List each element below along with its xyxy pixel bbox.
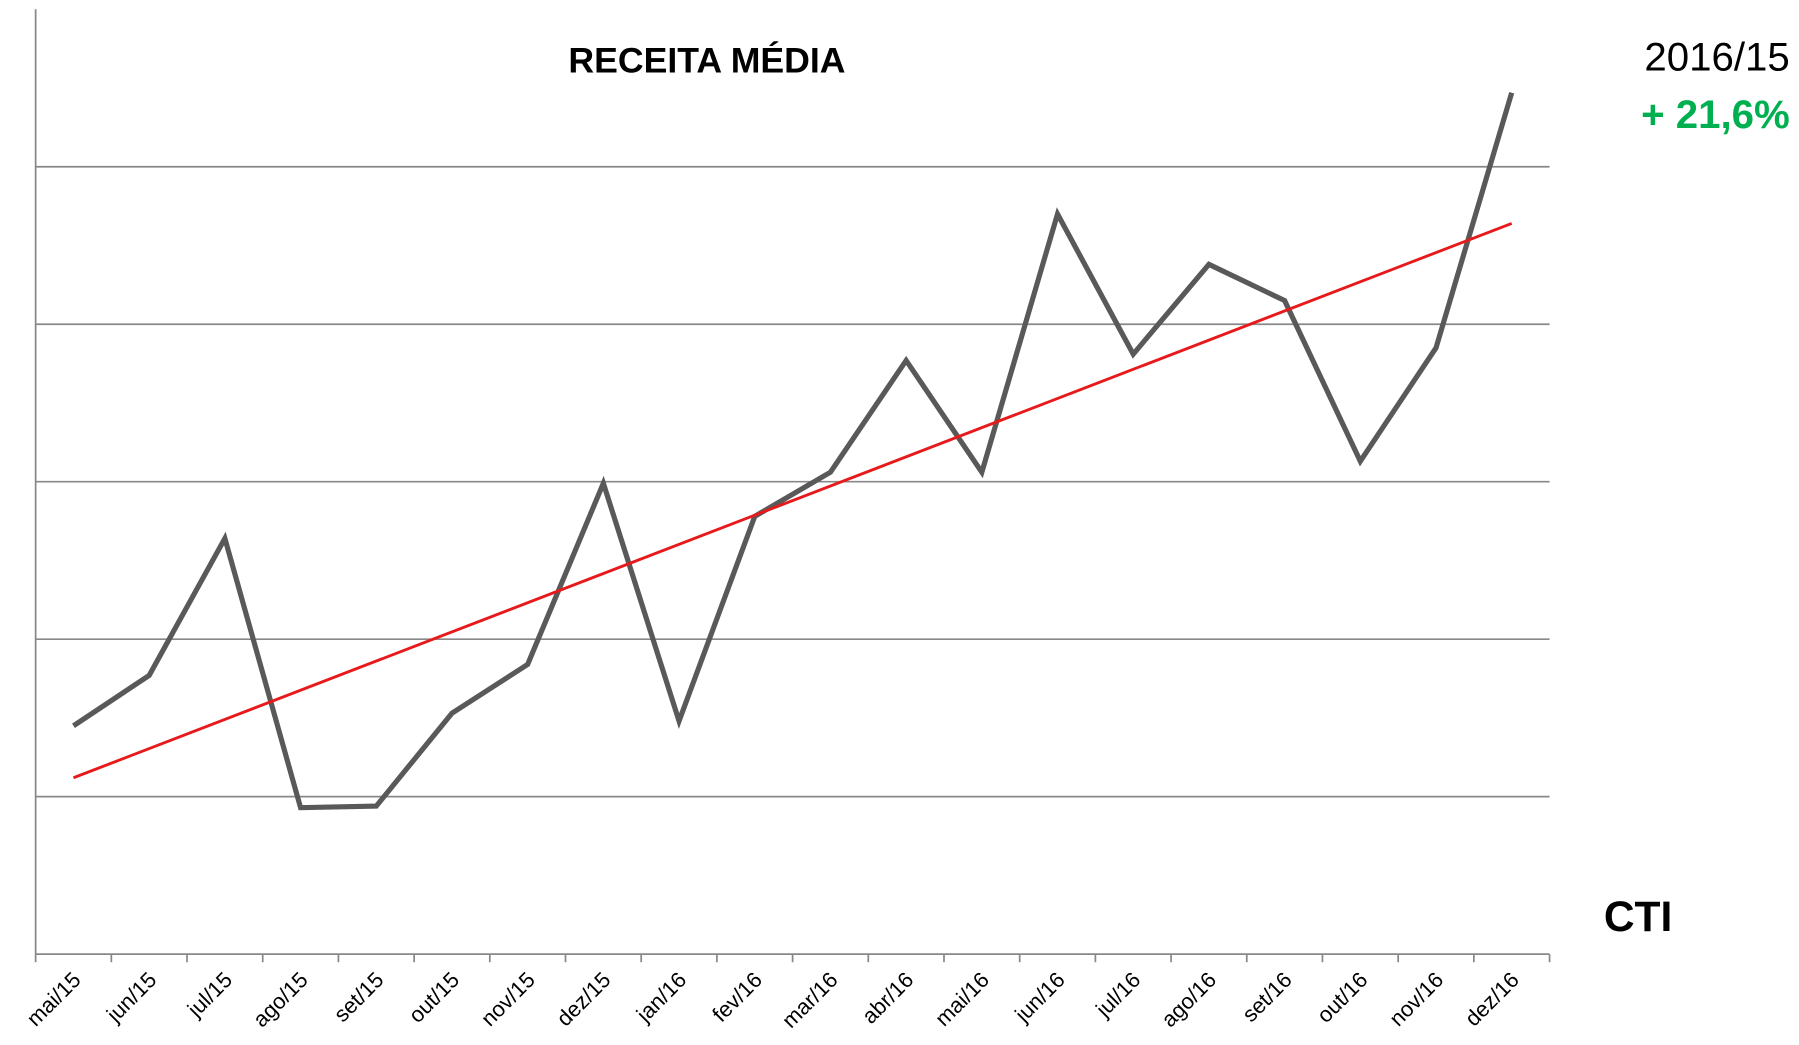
x-tick-label: jul/16 bbox=[1090, 967, 1145, 1022]
chart-title: RECEITA MÉDIA bbox=[568, 41, 845, 81]
x-tick-label: mai/15 bbox=[22, 967, 86, 1031]
x-tick-label: nov/15 bbox=[476, 967, 540, 1031]
x-tick-label: fev/16 bbox=[707, 967, 767, 1027]
x-tick-label: out/16 bbox=[1312, 967, 1373, 1028]
change-label: + 21,6% bbox=[1641, 92, 1790, 137]
x-tick-label: dez/16 bbox=[1460, 967, 1524, 1031]
x-tick-label: jan/16 bbox=[631, 967, 691, 1027]
period-label: 2016/15 bbox=[1644, 34, 1789, 79]
x-tick-label: mar/16 bbox=[777, 967, 843, 1033]
data-line bbox=[72, 91, 1515, 811]
x-tick-label: out/15 bbox=[404, 967, 465, 1028]
source-label: CTI bbox=[1604, 893, 1673, 941]
x-tick-label: jul/15 bbox=[182, 967, 237, 1022]
x-tick-label: dez/15 bbox=[552, 967, 616, 1031]
x-tick-label: set/16 bbox=[1237, 967, 1297, 1027]
trend-line bbox=[72, 222, 1513, 780]
x-tick-label: set/15 bbox=[329, 967, 389, 1027]
x-tick-label: ago/16 bbox=[1156, 967, 1221, 1032]
x-tick-label: jun/15 bbox=[101, 967, 161, 1027]
x-tick-label: ago/15 bbox=[248, 967, 313, 1032]
x-tick-label: mai/16 bbox=[930, 967, 994, 1031]
x-tick-label: nov/16 bbox=[1384, 967, 1448, 1031]
x-tick-label: jun/16 bbox=[1009, 967, 1069, 1027]
x-tick-label: abr/16 bbox=[857, 967, 918, 1028]
